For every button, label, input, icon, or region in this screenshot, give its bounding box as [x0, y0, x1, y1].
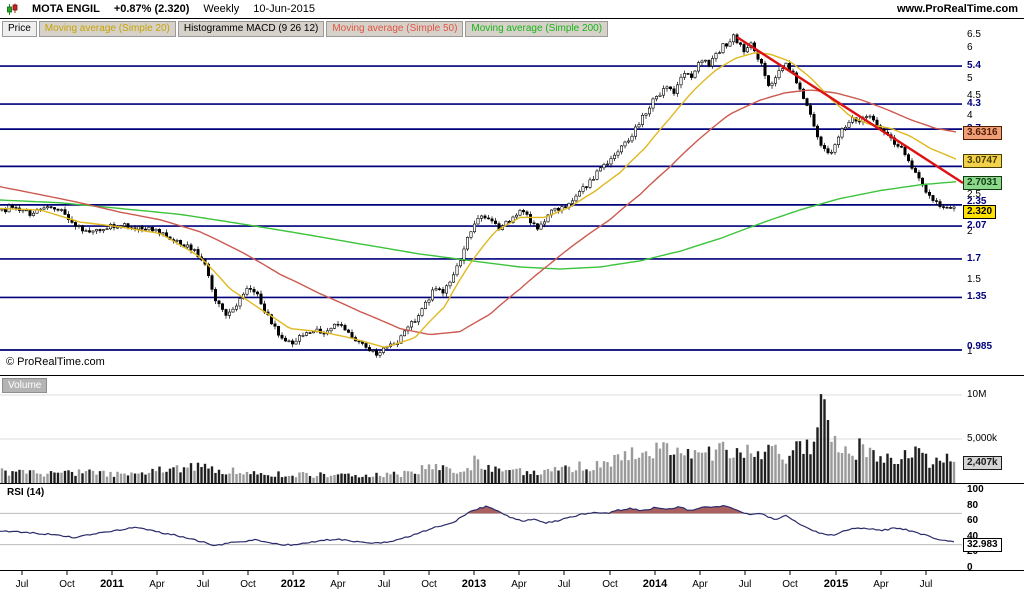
volume-panel-label[interactable]: Volume: [2, 378, 48, 393]
price-level-label: 1.7: [967, 252, 981, 264]
price-scale-label: 1.5: [967, 273, 981, 285]
price-change: +0.87% (2.320): [113, 3, 190, 15]
time-label-year: 2015: [823, 578, 849, 590]
time-label-month: Apr: [330, 579, 346, 590]
indicator-legend: Price Moving average (Simple 20) Histogram…: [2, 21, 609, 37]
symbol-name: MOTA ENGIL: [32, 3, 100, 15]
time-label-month: Jul: [557, 579, 571, 590]
price-scale-label: 5: [967, 72, 973, 84]
price-level-label: 0.985: [967, 341, 993, 353]
price-scale-label: 4: [967, 110, 973, 122]
time-label-month: Jul: [919, 579, 933, 590]
rsi-scale-label: 40: [967, 530, 979, 542]
time-label-month: Apr: [149, 579, 165, 590]
chart-header: MOTA ENGIL +0.87% (2.320) Weekly 10-Jun-…: [0, 0, 1024, 19]
volume-scale-label: 10M: [967, 389, 987, 400]
last-value-box: 2.320: [963, 205, 997, 220]
time-label-month: Oct: [782, 579, 798, 590]
rsi-value-box: 32.983: [963, 538, 1002, 553]
time-label-month: Apr: [873, 579, 889, 590]
price-level-label: 4.3: [967, 98, 981, 110]
time-label-month: Apr: [511, 579, 527, 590]
time-label-month: Jul: [196, 579, 210, 590]
legend-item-3[interactable]: Moving average (Simple 50): [326, 21, 464, 37]
time-label-month: Jul: [738, 579, 752, 590]
price-scale-label: 2.5: [967, 188, 981, 200]
time-label-month: Jul: [377, 579, 391, 590]
time-label-month: Oct: [59, 579, 75, 590]
volume-value-box: 2,407k: [963, 455, 1002, 470]
price-axis-gutter: 6.5654.543.52.521.515.44.33.72.962.352.0…: [962, 0, 1024, 600]
rsi-scale-label: 100: [967, 484, 984, 495]
time-label-year: 2014: [642, 578, 668, 590]
rsi-scale-label: 0: [967, 562, 973, 573]
time-label-month: Oct: [602, 579, 618, 590]
legend-item-1[interactable]: Moving average (Simple 20): [38, 21, 176, 37]
timeframe-label: Weekly: [203, 3, 240, 15]
price-scale-label: 4.5: [967, 90, 981, 102]
quote-date: 10-Jun-2015: [253, 3, 316, 15]
price-level-label: 1.35: [967, 291, 987, 303]
rsi-panel-label[interactable]: RSI (14): [2, 486, 50, 499]
legend-item-2[interactable]: Histogramme MACD (9 26 12): [177, 21, 325, 37]
legend-item-0[interactable]: Price: [2, 21, 37, 37]
ma50-value-box: 3.6316: [963, 126, 1002, 141]
price-level-label: 5.4: [967, 60, 981, 72]
time-label-month: Apr: [692, 579, 708, 590]
price-scale-label: 6.5: [967, 29, 981, 41]
price-scale-label: 6: [967, 42, 973, 54]
time-label-year: 2013: [461, 578, 487, 590]
time-axis: Jul Oct 2011 Apr Jul Oct 2012 Apr Jul Oct 2013 Apr J…: [0, 571, 962, 600]
time-label-month: Jul: [15, 579, 29, 590]
price-scale-label: 1: [967, 345, 973, 357]
price-level-label: 2.07: [967, 220, 987, 232]
rsi-scale-label: 60: [967, 515, 979, 527]
time-label-month: Oct: [421, 579, 437, 590]
time-label-month: Oct: [240, 579, 256, 590]
time-label-year: 2012: [280, 578, 306, 590]
legend-item-4[interactable]: Moving average (Simple 200): [465, 21, 609, 37]
price-level-label: 2.35: [967, 195, 987, 207]
site-url: www.ProRealTime.com: [896, 3, 1018, 15]
ma200-value-box: 2.7031: [963, 175, 1002, 190]
time-label-year: 2011: [100, 578, 124, 590]
ma20-value-box: 3.0747: [963, 154, 1002, 169]
volume-scale-label: 5,000k: [967, 433, 998, 444]
rsi-scale-label: 80: [967, 499, 979, 511]
price-scale-label: 2: [967, 225, 973, 237]
watermark: © ProRealTime.com: [6, 356, 105, 368]
candlestick-icon: [6, 3, 18, 16]
